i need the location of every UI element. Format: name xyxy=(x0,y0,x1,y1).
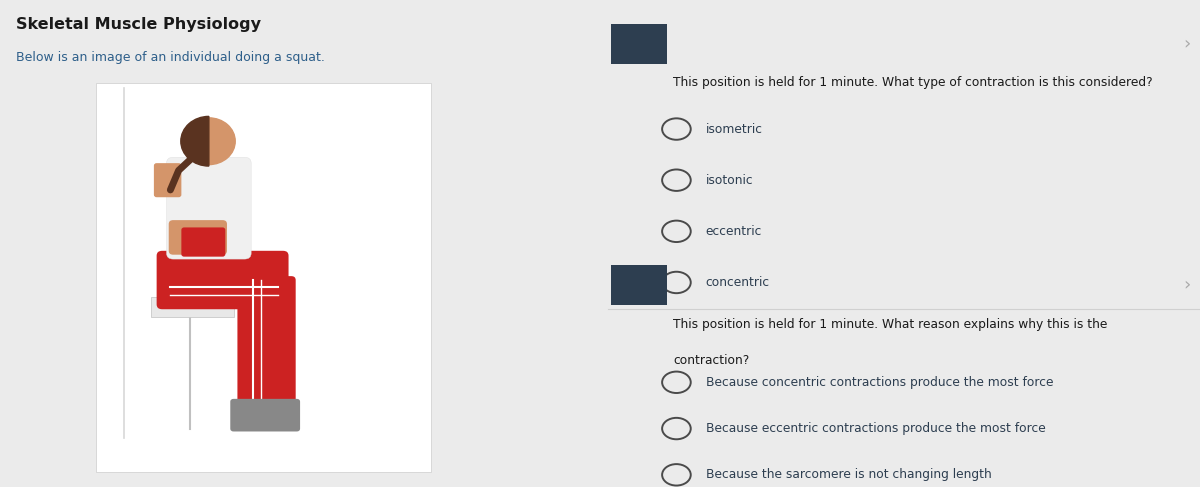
Text: 28: 28 xyxy=(629,37,649,52)
FancyBboxPatch shape xyxy=(611,265,667,305)
Text: ›: › xyxy=(1183,36,1190,53)
Text: isotonic: isotonic xyxy=(706,174,754,187)
Text: Below is an image of an individual doing a squat.: Below is an image of an individual doing… xyxy=(17,51,325,64)
Wedge shape xyxy=(181,116,209,166)
FancyBboxPatch shape xyxy=(167,157,251,259)
Text: Because the sarcomere is not changing length: Because the sarcomere is not changing le… xyxy=(706,468,991,481)
Text: Skeletal Muscle Physiology: Skeletal Muscle Physiology xyxy=(17,17,262,32)
FancyBboxPatch shape xyxy=(230,399,300,431)
Text: This position is held for 1 minute. What reason explains why this is the: This position is held for 1 minute. What… xyxy=(673,318,1108,331)
Text: 29: 29 xyxy=(629,278,649,293)
Text: concentric: concentric xyxy=(706,276,770,289)
FancyBboxPatch shape xyxy=(96,83,432,472)
Text: Because eccentric contractions produce the most force: Because eccentric contractions produce t… xyxy=(706,422,1045,435)
Text: This position is held for 1 minute. What type of contraction is this considered?: This position is held for 1 minute. What… xyxy=(673,76,1153,90)
Text: ›: › xyxy=(1183,277,1190,294)
Text: isometric: isometric xyxy=(706,123,763,135)
FancyBboxPatch shape xyxy=(199,165,218,184)
FancyBboxPatch shape xyxy=(169,220,227,255)
FancyBboxPatch shape xyxy=(181,227,226,257)
Circle shape xyxy=(182,118,235,165)
FancyBboxPatch shape xyxy=(154,163,181,197)
FancyBboxPatch shape xyxy=(611,24,667,64)
Text: Because concentric contractions produce the most force: Because concentric contractions produce … xyxy=(706,376,1054,389)
FancyBboxPatch shape xyxy=(157,251,288,309)
FancyBboxPatch shape xyxy=(238,276,295,413)
Text: eccentric: eccentric xyxy=(706,225,762,238)
FancyBboxPatch shape xyxy=(151,297,234,317)
FancyBboxPatch shape xyxy=(550,0,608,487)
Text: contraction?: contraction? xyxy=(673,354,750,367)
